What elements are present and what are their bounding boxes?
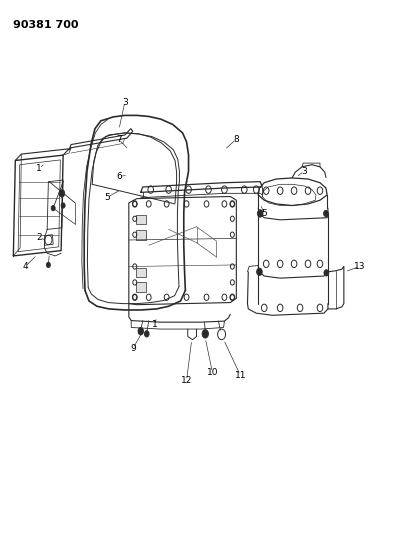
Circle shape [59, 190, 65, 197]
Text: 2: 2 [36, 233, 42, 242]
Text: 1: 1 [152, 320, 158, 329]
Circle shape [324, 211, 328, 216]
Circle shape [202, 329, 209, 338]
Text: 90381 700: 90381 700 [13, 20, 79, 30]
Bar [136, 282, 146, 292]
Bar [136, 268, 146, 277]
Text: 5: 5 [104, 193, 110, 202]
Text: 5: 5 [261, 209, 267, 218]
Text: 7: 7 [116, 135, 122, 144]
Circle shape [51, 206, 55, 211]
Text: 8: 8 [233, 135, 239, 144]
Text: 13: 13 [354, 262, 366, 271]
Circle shape [257, 210, 263, 217]
Text: 4: 4 [22, 262, 28, 271]
Bar [136, 215, 146, 224]
Circle shape [144, 330, 149, 337]
Text: 9: 9 [130, 344, 136, 353]
Bar [136, 230, 146, 240]
Circle shape [324, 270, 329, 276]
Circle shape [61, 203, 65, 208]
Text: 3: 3 [301, 166, 307, 175]
Text: 12: 12 [181, 376, 192, 385]
Circle shape [257, 268, 262, 276]
Circle shape [47, 262, 51, 268]
Text: 11: 11 [235, 370, 246, 379]
Text: 3: 3 [122, 98, 128, 107]
Text: 6: 6 [116, 172, 122, 181]
Circle shape [138, 327, 144, 335]
Text: 1: 1 [36, 164, 42, 173]
Text: 10: 10 [207, 368, 218, 377]
